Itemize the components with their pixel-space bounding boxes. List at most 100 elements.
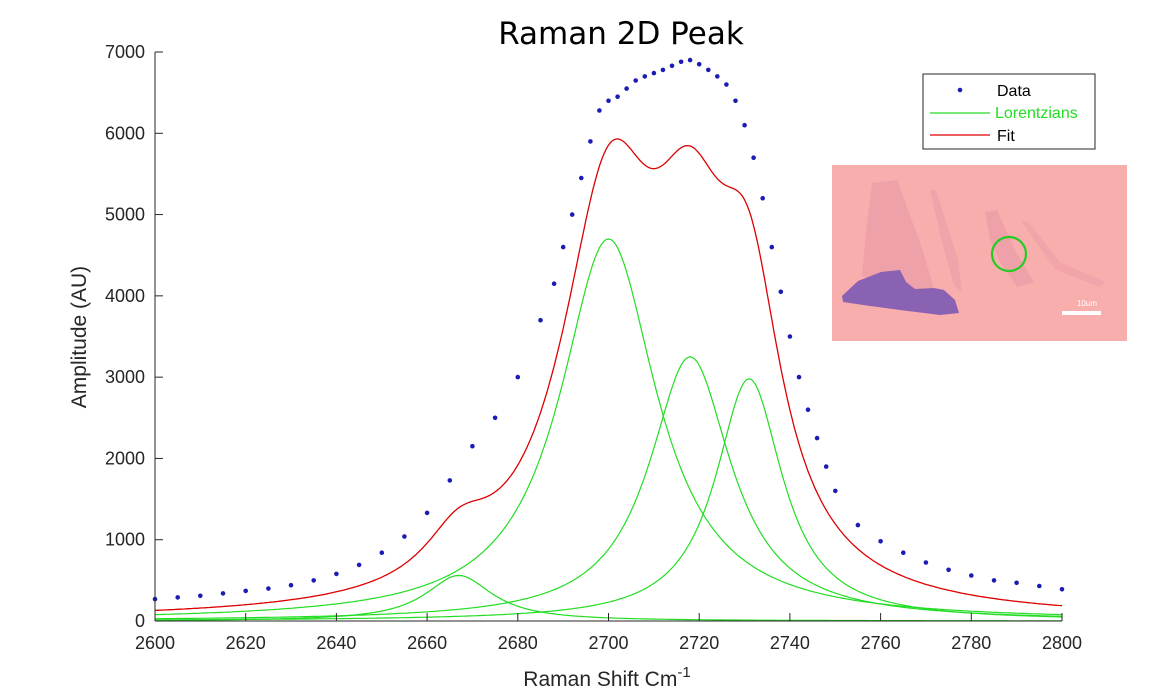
data-point <box>678 59 684 65</box>
data-point <box>855 522 861 528</box>
data-points <box>152 57 1065 602</box>
data-point <box>588 139 593 144</box>
y-tick-label: 4000 <box>105 286 145 306</box>
data-point <box>243 588 248 594</box>
inset-micrograph: 10um <box>832 165 1127 341</box>
x-axis-title-text: Raman Shift Cm <box>523 668 677 691</box>
flake-light-streak-2 <box>1020 220 1105 287</box>
chart-title: Raman 2D Peak <box>498 16 744 52</box>
x-tick-label: 2640 <box>316 633 356 653</box>
data-point <box>515 374 521 380</box>
legend-data-label: Data <box>997 83 1031 100</box>
data-point <box>715 74 720 79</box>
data-point <box>969 573 974 578</box>
data-point <box>356 562 362 568</box>
flake-light-region <box>862 180 935 292</box>
data-point <box>492 415 498 421</box>
data-point <box>706 67 711 73</box>
legend-fit-label: Fit <box>997 128 1015 145</box>
data-point <box>402 534 407 539</box>
data-point <box>266 586 271 591</box>
x-tick-label: 2720 <box>679 633 719 653</box>
y-tick-label: 3000 <box>105 367 145 387</box>
data-point <box>615 94 620 99</box>
y-tick-label: 1000 <box>105 530 145 550</box>
data-point <box>687 57 693 63</box>
data-point <box>760 196 765 201</box>
data-point <box>633 78 638 83</box>
data-point <box>606 98 611 104</box>
x-axis-title-superscript: -1 <box>677 664 690 681</box>
x-tick-label: 2760 <box>861 633 901 653</box>
y-tick-label: 7000 <box>105 42 145 62</box>
data-point <box>787 334 793 339</box>
data-point <box>733 98 738 104</box>
x-tick-label: 2620 <box>226 633 266 653</box>
data-point <box>624 86 629 91</box>
data-point <box>751 155 756 160</box>
x-tick-label: 2780 <box>951 633 991 653</box>
data-point <box>901 550 906 555</box>
data-point <box>424 510 430 516</box>
legend-data-marker <box>957 87 963 93</box>
data-point <box>1059 587 1065 592</box>
data-point <box>311 578 317 583</box>
y-tick-label: 0 <box>135 611 145 631</box>
data-point <box>470 443 475 449</box>
legend: Data Lorentzians Fit <box>922 73 1096 150</box>
data-point <box>538 317 543 323</box>
x-axis-title: Raman Shift Cm-1 <box>523 664 690 691</box>
data-point <box>198 593 203 599</box>
data-point <box>560 244 566 250</box>
data-point <box>175 595 180 600</box>
data-point <box>833 488 838 494</box>
x-tick-label: 2680 <box>498 633 538 653</box>
data-point <box>696 61 702 67</box>
scale-bar <box>1062 311 1101 315</box>
measurement-spot-circle <box>990 235 1028 273</box>
x-ticks: 2600 2620 2640 2660 2680 2700 2720 2740 2760 2780… <box>135 613 1082 653</box>
data-point <box>379 550 385 555</box>
legend-lorentzians-label: Lorentzians <box>995 105 1078 122</box>
y-tick-label: 5000 <box>105 205 145 225</box>
x-tick-label: 2600 <box>135 633 175 653</box>
data-point <box>742 122 747 128</box>
y-tick-label: 2000 <box>105 448 145 468</box>
data-point <box>769 244 775 250</box>
plot-area <box>152 57 1065 622</box>
data-point <box>288 582 294 588</box>
data-point <box>579 175 584 181</box>
data-point <box>334 571 339 577</box>
data-point <box>597 108 602 113</box>
data-point <box>805 407 811 413</box>
data-point <box>651 70 657 76</box>
x-tick-label: 2800 <box>1042 633 1082 653</box>
flake-dark-region <box>842 270 959 315</box>
data-point <box>796 374 802 380</box>
data-point <box>923 560 929 565</box>
data-point <box>1037 583 1042 589</box>
y-tick-label: 6000 <box>105 123 145 143</box>
data-point <box>1014 580 1019 586</box>
data-point <box>778 289 784 295</box>
y-ticks: 0 1000 2000 3000 4000 5000 6000 7000 <box>105 42 163 631</box>
data-point <box>642 74 648 79</box>
scale-bar-label: 10um <box>1077 299 1097 308</box>
fit-curve <box>154 138 1063 612</box>
data-point <box>946 567 951 573</box>
data-point <box>220 591 226 596</box>
data-point <box>823 464 829 469</box>
x-tick-label: 2700 <box>588 633 628 653</box>
data-point <box>569 212 575 217</box>
data-point <box>724 82 729 87</box>
x-tick-label: 2740 <box>770 633 810 653</box>
data-point <box>878 539 883 544</box>
flake-light-streak <box>930 190 962 292</box>
data-point <box>660 67 666 73</box>
data-point <box>991 578 997 583</box>
lorentzian-curve <box>155 378 1062 621</box>
y-axis-title: Amplitude (AU) <box>68 266 91 408</box>
data-point <box>814 435 820 441</box>
lorentzian-curve <box>155 356 1062 620</box>
